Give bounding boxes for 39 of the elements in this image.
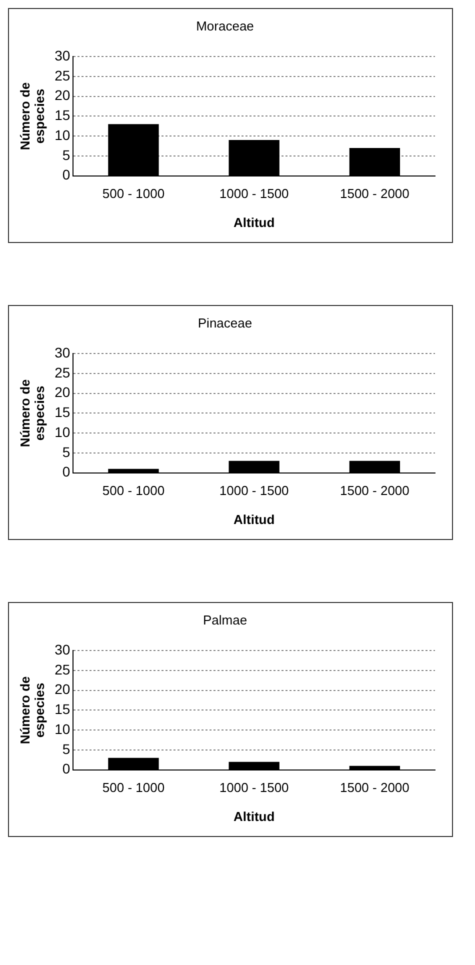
y-tick-label: 30: [54, 641, 70, 658]
x-tick-label: 1500 - 2000: [340, 483, 410, 498]
x-axis-title: Altitud: [234, 214, 275, 230]
chart-title: Pinaceae: [198, 315, 252, 330]
y-tick-label: 10: [54, 424, 70, 440]
y-tick-label: 15: [54, 107, 70, 124]
chart-title: Moraceae: [196, 18, 254, 34]
x-tick-label: 1500 - 2000: [340, 186, 410, 202]
chart-title: Palmae: [202, 612, 248, 628]
x-tick-label: 500 - 1000: [102, 780, 165, 796]
x-tick-label: 500 - 1000: [102, 483, 165, 498]
y-tick-label: 25: [54, 661, 70, 678]
y-axis-title: Número de especies: [18, 379, 48, 448]
y-tick-label: 30: [54, 47, 70, 64]
y-axis-title: Número de especies: [18, 676, 48, 744]
y-tick-label: 0: [62, 760, 70, 777]
y-tick-label: 10: [54, 720, 70, 737]
y-axis-title: Número de especies: [18, 82, 48, 150]
y-tick-label: 5: [62, 146, 70, 163]
y-tick-label: 20: [54, 681, 70, 698]
x-axis-title: Altitud: [234, 512, 275, 527]
x-tick-label: 1000 - 1500: [219, 186, 289, 202]
y-tick-label: 5: [62, 444, 70, 460]
y-tick-label: 5: [62, 740, 70, 757]
y-tick-label: 25: [54, 364, 70, 380]
x-tick-label: 1500 - 2000: [340, 780, 410, 796]
y-tick-label: 0: [62, 166, 70, 183]
y-tick-label: 20: [54, 384, 70, 400]
x-tick-label: 1000 - 1500: [219, 780, 289, 796]
y-tick-label: 0: [62, 464, 70, 480]
y-tick-label: 15: [54, 701, 70, 718]
y-tick-label: 30: [54, 344, 70, 360]
y-tick-label: 10: [54, 126, 70, 143]
x-axis-title: Altitud: [234, 808, 275, 824]
y-tick-label: 25: [54, 67, 70, 84]
x-tick-label: 1000 - 1500: [219, 483, 289, 498]
y-tick-label: 15: [54, 404, 70, 420]
x-tick-label: 500 - 1000: [102, 186, 165, 202]
y-tick-label: 20: [54, 87, 70, 104]
